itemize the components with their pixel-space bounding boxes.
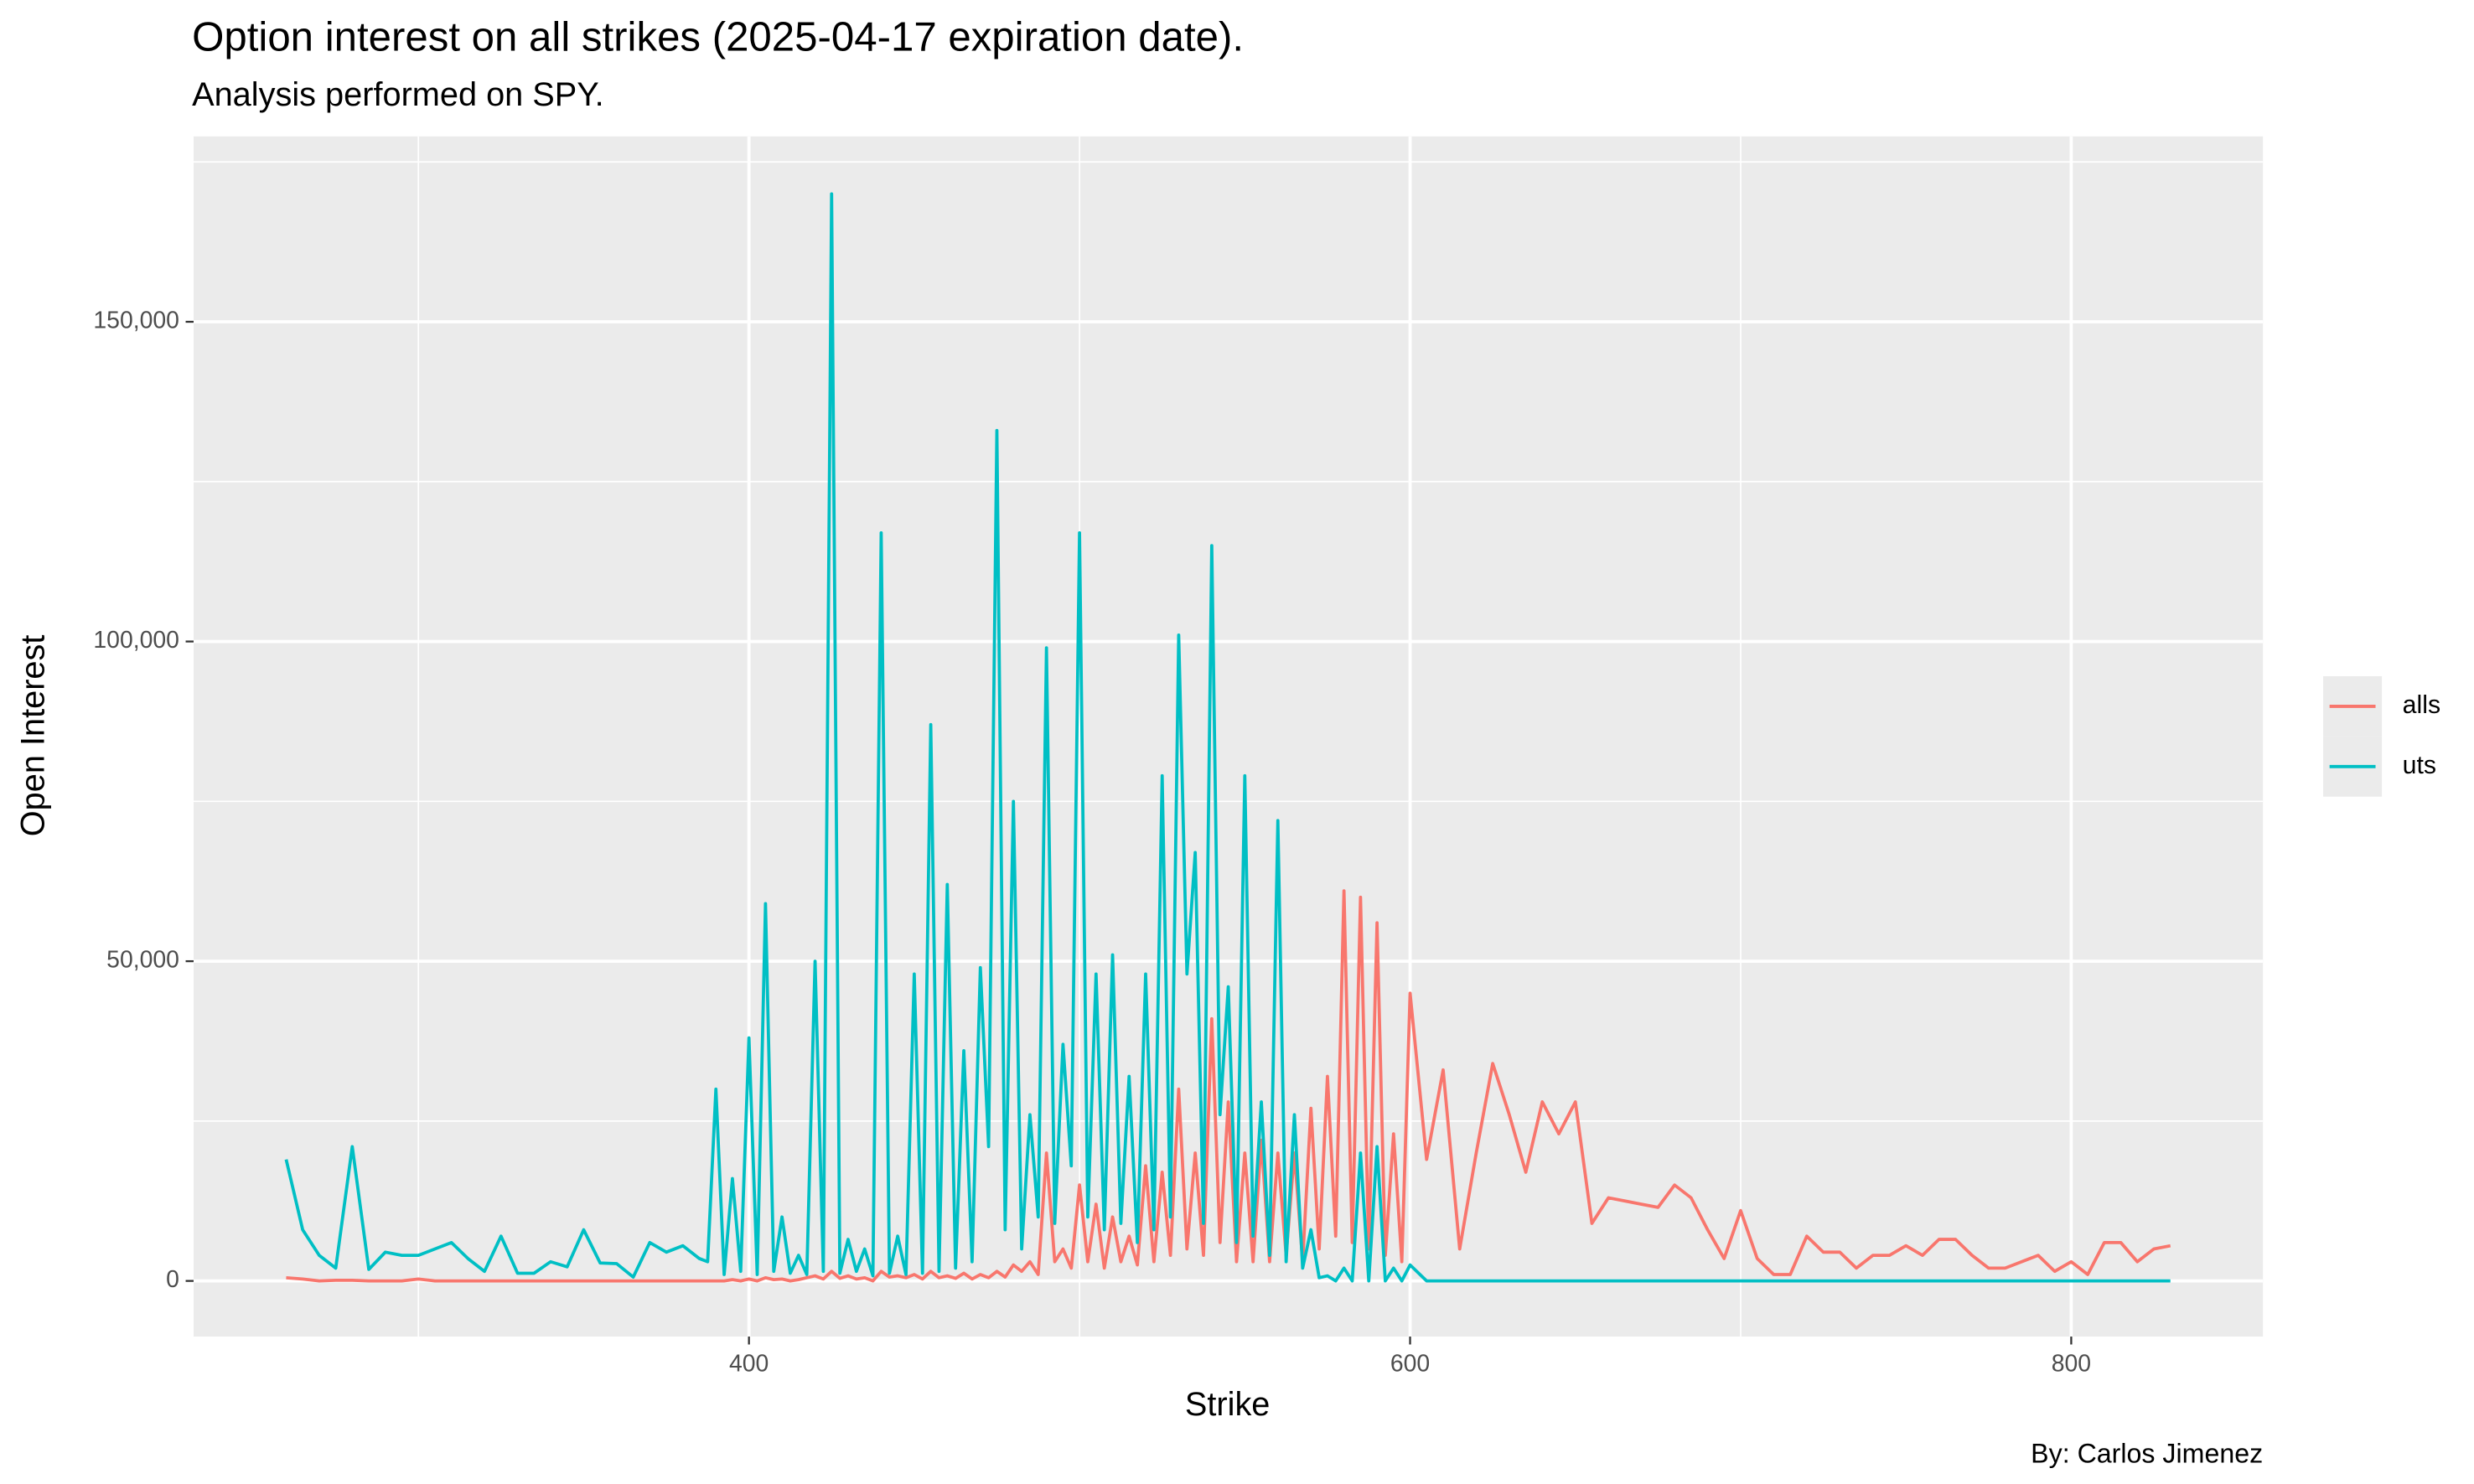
x-tick-label: 400 xyxy=(729,1351,769,1378)
y-tick-label: 100,000 xyxy=(93,627,179,654)
y-tick-label: 150,000 xyxy=(93,308,179,334)
legend-label: alls xyxy=(2403,691,2440,719)
x-tick-label: 800 xyxy=(2052,1351,2091,1378)
y-axis-title: Open Interest xyxy=(14,635,51,837)
chart-title: Option interest on all strikes (2025-04-… xyxy=(192,13,1244,59)
caption: By: Carlos Jimenez xyxy=(2031,1438,2263,1468)
plot-panel xyxy=(194,136,2264,1337)
x-tick-label: 600 xyxy=(1390,1351,1430,1378)
y-tick-label: 0 xyxy=(166,1266,179,1293)
y-tick-label: 50,000 xyxy=(106,947,179,974)
chart-subtitle: Analysis performed on SPY. xyxy=(192,76,604,113)
legend-label: uts xyxy=(2403,752,2436,779)
series-line xyxy=(284,192,2171,1283)
x-axis-title: Strike xyxy=(1185,1386,1271,1423)
series-line xyxy=(286,889,2171,1283)
